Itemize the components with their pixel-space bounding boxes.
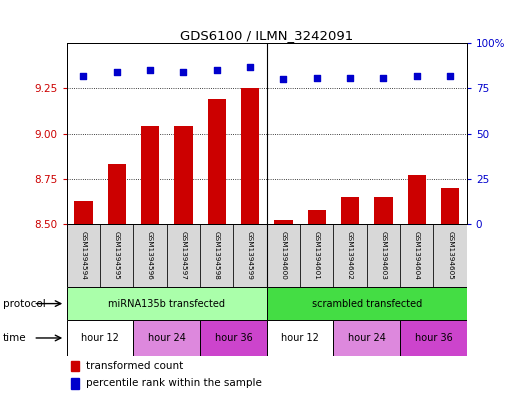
Bar: [367, 224, 400, 287]
Bar: [167, 224, 200, 287]
Bar: [141, 127, 159, 224]
Bar: [108, 164, 126, 224]
Text: GSM1394601: GSM1394601: [314, 231, 320, 280]
Text: transformed count: transformed count: [86, 361, 183, 371]
Bar: [74, 200, 92, 224]
Text: percentile rank within the sample: percentile rank within the sample: [86, 378, 262, 388]
Bar: [341, 197, 359, 224]
Text: hour 24: hour 24: [148, 333, 186, 343]
Bar: [333, 224, 367, 287]
Point: [246, 64, 254, 70]
Point: [212, 67, 221, 73]
Point: [279, 76, 287, 83]
Bar: [400, 320, 467, 356]
Point: [312, 74, 321, 81]
Bar: [133, 224, 167, 287]
Point: [412, 73, 421, 79]
Bar: [274, 220, 292, 224]
Bar: [200, 224, 233, 287]
Text: GSM1394604: GSM1394604: [414, 231, 420, 280]
Text: GSM1394599: GSM1394599: [247, 231, 253, 280]
Text: scrambled transfected: scrambled transfected: [312, 299, 422, 309]
Point: [346, 74, 354, 81]
Bar: [200, 320, 267, 356]
Bar: [67, 320, 133, 356]
Bar: [441, 188, 459, 224]
Bar: [67, 224, 100, 287]
Point: [79, 73, 87, 79]
Text: protocol: protocol: [3, 299, 45, 309]
Text: GSM1394595: GSM1394595: [114, 231, 120, 280]
Text: hour 12: hour 12: [281, 333, 319, 343]
Point: [146, 67, 154, 73]
Bar: [174, 127, 192, 224]
Bar: [267, 320, 333, 356]
Bar: [233, 224, 267, 287]
Bar: [133, 320, 200, 356]
Text: miRNA135b transfected: miRNA135b transfected: [108, 299, 225, 309]
Bar: [333, 320, 400, 356]
Title: GDS6100 / ILMN_3242091: GDS6100 / ILMN_3242091: [180, 29, 353, 42]
Text: hour 12: hour 12: [81, 333, 119, 343]
Text: GSM1394603: GSM1394603: [381, 231, 386, 280]
Bar: [433, 224, 467, 287]
Bar: [67, 287, 267, 320]
Bar: [374, 197, 392, 224]
Text: GSM1394605: GSM1394605: [447, 231, 453, 280]
Text: hour 36: hour 36: [415, 333, 452, 343]
Point: [446, 73, 454, 79]
Point: [112, 69, 121, 75]
Text: GSM1394597: GSM1394597: [181, 231, 186, 280]
Text: time: time: [3, 333, 26, 343]
Bar: [308, 209, 326, 224]
Bar: [400, 224, 433, 287]
Text: GSM1394594: GSM1394594: [81, 231, 86, 280]
Bar: [408, 175, 426, 224]
Text: hour 36: hour 36: [214, 333, 252, 343]
Bar: [71, 378, 80, 389]
Bar: [208, 99, 226, 224]
Text: GSM1394602: GSM1394602: [347, 231, 353, 280]
Bar: [267, 287, 467, 320]
Text: hour 24: hour 24: [348, 333, 386, 343]
Bar: [267, 224, 300, 287]
Text: GSM1394598: GSM1394598: [214, 231, 220, 280]
Point: [379, 74, 388, 81]
Bar: [300, 224, 333, 287]
Bar: [100, 224, 133, 287]
Bar: [71, 361, 80, 371]
Point: [179, 69, 187, 75]
Bar: [241, 88, 259, 224]
Text: GSM1394600: GSM1394600: [281, 231, 286, 280]
Text: GSM1394596: GSM1394596: [147, 231, 153, 280]
